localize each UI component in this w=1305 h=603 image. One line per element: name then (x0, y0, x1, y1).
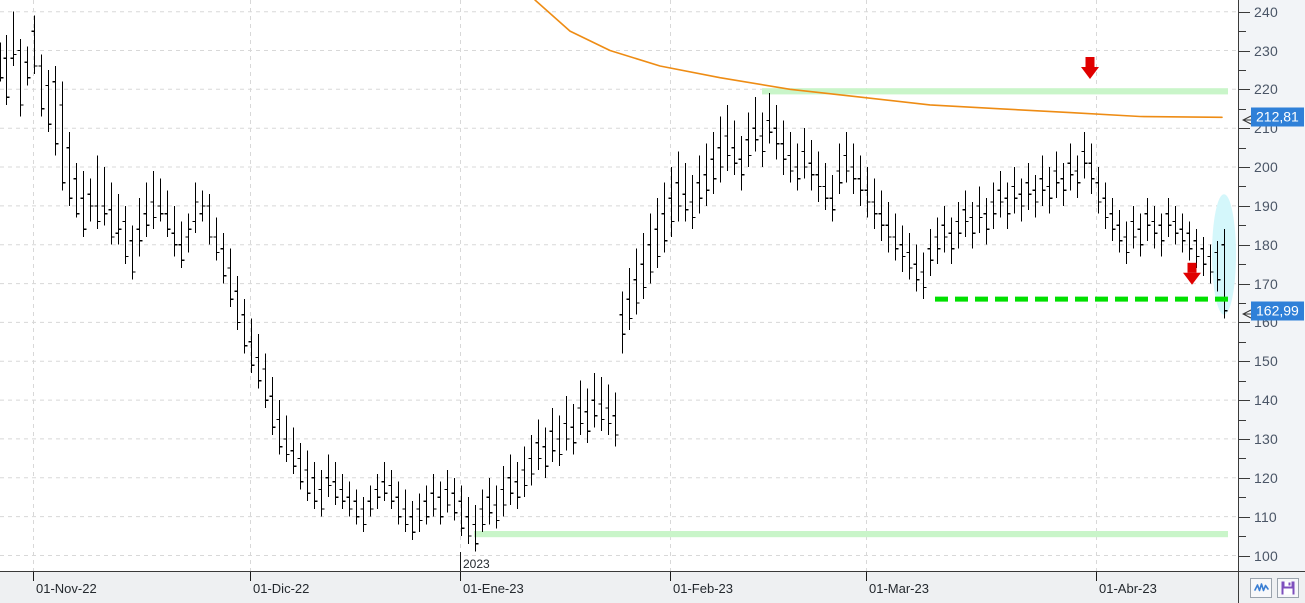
time-axis-label: 01-Abr-23 (1099, 581, 1157, 596)
time-axis[interactable]: 01-Nov-22 01-Dic-22 01-Ene-23 01-Feb-23 01-M… (0, 571, 1238, 603)
time-axis-label: 01-Dic-22 (253, 581, 310, 596)
price-axis-tick (1239, 303, 1246, 304)
sell-arrow-lower[interactable] (1183, 262, 1201, 285)
price-axis-tick (1239, 31, 1246, 33)
price-axis-tick (1239, 283, 1250, 285)
sell-arrow-upper[interactable] (1081, 57, 1099, 79)
price-axis-label: 120 (1254, 469, 1278, 486)
price-axis-tick (1239, 438, 1250, 440)
price-axis-tick (1239, 69, 1246, 71)
time-axis-label: 01-Mar-23 (869, 581, 929, 596)
price-axis-label: 140 (1254, 392, 1278, 409)
chart-canvas (0, 0, 1238, 571)
wave-icon (1253, 582, 1269, 591)
floppy-disk-icon (1281, 581, 1295, 594)
time-axis-label: 01-Feb-23 (673, 581, 733, 596)
time-axis-tick (866, 572, 867, 581)
price-axis-tick (1239, 497, 1246, 499)
price-axis-tick (1239, 361, 1250, 363)
price-axis-tick (1239, 380, 1246, 382)
price-axis-tick (1239, 419, 1246, 421)
chart-plot-area[interactable] (0, 0, 1238, 571)
price-axis-label: 150 (1254, 353, 1278, 370)
price-axis-tick (1239, 555, 1250, 557)
price-axis-tick (1239, 536, 1246, 537)
price-axis-label: 100 (1254, 547, 1278, 564)
price-axis-tick (1239, 167, 1250, 168)
price-axis-tick (1239, 264, 1246, 266)
resistance-zone-upper[interactable] (762, 88, 1228, 95)
time-axis-tick (670, 572, 671, 581)
price-axis-tick (1239, 89, 1250, 91)
price-tag-pointer-icon (1241, 306, 1252, 319)
ohlc-bar-series (0, 11, 1228, 552)
time-axis-label: 01-Nov-22 (36, 581, 97, 596)
year-marker-label: 2023 (463, 557, 490, 571)
price-axis-label: 130 (1254, 430, 1278, 447)
price-axis-tick (1239, 341, 1246, 343)
time-axis-tick (1096, 572, 1097, 581)
price-axis-tick (1239, 225, 1246, 227)
price-axis-tick (1239, 205, 1250, 207)
price-axis[interactable]: 240 230 220 210 200 190 180 170 160 150 140 130 120 1… (1238, 0, 1305, 571)
price-axis-label: 190 (1254, 197, 1278, 214)
save-button[interactable] (1277, 577, 1299, 598)
price-axis-tick (1239, 516, 1250, 518)
price-axis-tick (1239, 458, 1246, 460)
price-axis-label: 220 (1254, 81, 1278, 98)
price-tag-pointer-icon (1241, 112, 1252, 125)
time-axis-label: 01-Ene-23 (463, 581, 524, 596)
price-axis-tick (1239, 244, 1250, 246)
price-axis-tick (1239, 11, 1250, 13)
support-zone-lower[interactable] (474, 531, 1228, 538)
price-axis-tick (1239, 477, 1250, 479)
price-axis-label: 170 (1254, 275, 1278, 292)
price-axis-label: 200 (1254, 159, 1278, 175)
price-axis-tick (1239, 128, 1250, 130)
price-axis-label: 110 (1254, 508, 1277, 525)
time-axis-tick (33, 572, 34, 581)
price-axis-tick (1239, 400, 1250, 402)
last-price-tag[interactable]: 162,99 (1251, 301, 1304, 321)
moving-average-price-tag[interactable]: 212,81 (1251, 107, 1304, 127)
price-axis-label: 230 (1254, 42, 1278, 59)
price-axis-tick (1239, 50, 1250, 52)
time-axis-tick (460, 572, 461, 581)
price-axis-tick (1239, 186, 1246, 188)
year-marker-tick (460, 552, 461, 571)
price-axis-label: 240 (1254, 3, 1278, 20)
price-axis-tick (1239, 147, 1246, 149)
moving-average-line[interactable] (534, 0, 1223, 119)
time-axis-tick (250, 572, 251, 581)
chart-toolbar (1238, 571, 1305, 603)
price-axis-tick (1239, 108, 1246, 110)
price-axis-label: 180 (1254, 236, 1278, 253)
indicator-wave-button[interactable] (1250, 577, 1272, 598)
price-axis-tick (1239, 322, 1250, 324)
